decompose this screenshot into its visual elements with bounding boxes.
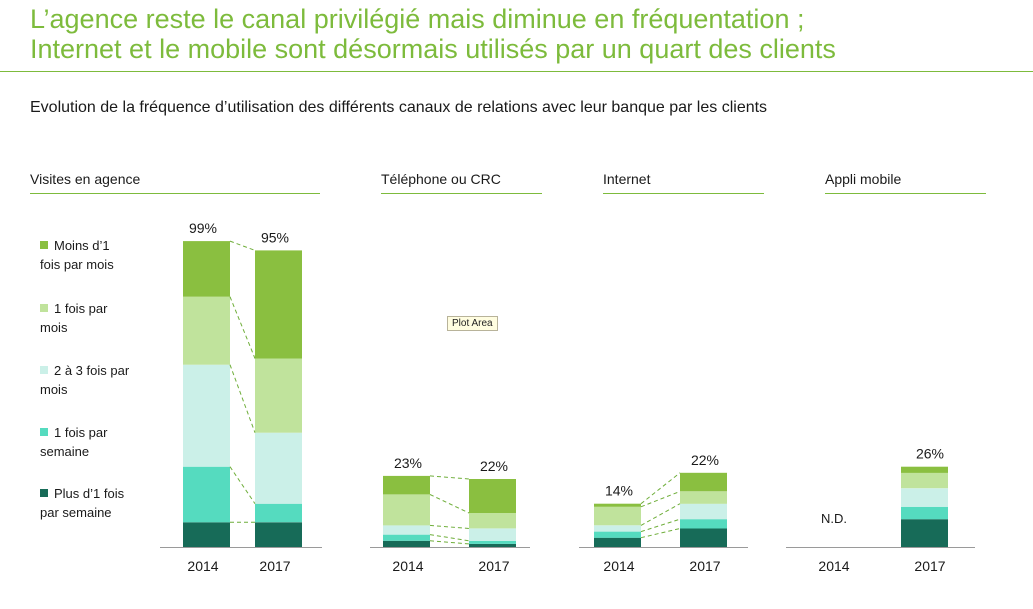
total-label: 26% — [916, 446, 944, 462]
panel-2: 14% 2014 22% 2017 — [579, 452, 748, 574]
bar-segment-moins_1_mois-2014 — [383, 475, 430, 495]
bar-segment-plus_1_semaine-2014 — [594, 537, 641, 547]
legend-swatch-1-mois — [40, 304, 48, 312]
bar-segment-1_mois-2017 — [680, 491, 727, 504]
title-divider — [0, 71, 1033, 72]
connector-line — [429, 540, 470, 545]
bar-segment-moins_1_mois-2017 — [680, 472, 727, 492]
bar-segment-1_mois-2014 — [594, 506, 641, 526]
panel-3: N.D. 2014 26% 2017 — [786, 446, 975, 574]
total-label: 99% — [189, 220, 217, 236]
legend-swatch-1-semaine — [40, 428, 48, 436]
bar-segment-1_semaine-2017 — [255, 503, 302, 523]
connector-line — [640, 472, 681, 505]
bar-segment-1_semaine-2014 — [183, 466, 230, 523]
panel-title-agence: Visites en agence — [30, 171, 141, 187]
bar-segment-1_semaine-2017 — [680, 519, 727, 529]
chart-subtitle: Evolution de la fréquence d’utilisation … — [30, 99, 768, 116]
bar-segment-moins_1_mois-2017 — [469, 479, 516, 513]
bar-segment-plus_1_semaine-2017 — [901, 519, 948, 547]
bar-segment-plus_1_semaine-2014 — [183, 522, 230, 547]
category-label: 2017 — [914, 558, 945, 574]
bar-segment-plus_1_semaine-2017 — [680, 528, 727, 547]
bar-segment-1_mois-2017 — [469, 513, 516, 529]
category-label: 2014 — [187, 558, 218, 574]
bar-segment-1_semaine-2017 — [901, 506, 948, 520]
total-label: 14% — [605, 483, 633, 499]
slide-title: L’agence reste le canal privilégié mais … — [30, 4, 836, 64]
bar-segment-1_mois-2017 — [255, 358, 302, 433]
bar-segment-1_mois-2017 — [901, 472, 948, 489]
legend-item-1-mois: 1 fois par mois — [40, 301, 108, 335]
bar-segment-2_3_mois-2017 — [255, 432, 302, 504]
connector-line — [429, 524, 470, 529]
panel-1: 23% 2014 22% 2017 — [370, 455, 530, 574]
category-label: 2014 — [818, 558, 849, 574]
title-line-2: Internet et le mobile sont désormais uti… — [30, 34, 836, 64]
panel-rule-mobile — [825, 193, 986, 194]
category-label: 2017 — [259, 558, 290, 574]
bar-segment-moins_1_mois-2014 — [183, 241, 230, 297]
bar-segment-2_3_mois-2014 — [594, 525, 641, 532]
connector-line — [429, 534, 470, 542]
legend-item-plus-1-semaine: Plus d’1 fois par semaine — [40, 486, 125, 520]
panel-title-telephone: Téléphone ou CRC — [381, 171, 501, 187]
connector-line — [640, 518, 681, 533]
connector-line — [429, 475, 470, 480]
panel-rule-agence — [30, 193, 320, 194]
bar-segment-2_3_mois-2017 — [469, 528, 516, 541]
total-label: 22% — [480, 458, 508, 474]
bar-segment-plus_1_semaine-2017 — [255, 522, 302, 547]
bar-segment-moins_1_mois-2014 — [594, 503, 641, 507]
bar-segment-1_mois-2014 — [383, 494, 430, 526]
title-line-1: L’agence reste le canal privilégié mais … — [30, 4, 805, 34]
legend-item-moins-1-mois: Moins d’1 fois par mois — [40, 238, 114, 272]
legend-item-1-semaine: 1 fois par semaine — [40, 425, 108, 459]
total-label: 22% — [691, 452, 719, 468]
connector-line — [640, 528, 681, 539]
bar-segment-2_3_mois-2014 — [383, 525, 430, 535]
legend-swatch-moins-1-mois — [40, 241, 48, 249]
plot-area-tooltip: Plot Area — [447, 316, 498, 331]
connector-line — [640, 503, 681, 526]
connector-line — [229, 364, 256, 433]
bar-segment-2_3_mois-2017 — [680, 503, 727, 520]
connector-line — [229, 296, 256, 359]
bar-segment-moins_1_mois-2017 — [901, 466, 948, 473]
bar-segment-plus_1_semaine-2014 — [383, 540, 430, 547]
legend-item-2-3-mois: 2 à 3 fois par mois — [40, 363, 130, 397]
panel-0: 99% 2014 95% 2017 — [160, 220, 322, 574]
bar-segment-2_3_mois-2017 — [901, 488, 948, 507]
not-available-label: N.D. — [821, 511, 847, 526]
panel-rule-internet — [603, 193, 764, 194]
category-label: 2014 — [603, 558, 634, 574]
category-label: 2017 — [478, 558, 509, 574]
legend-swatch-2-3-mois — [40, 366, 48, 374]
bar-segment-moins_1_mois-2017 — [255, 250, 302, 359]
bar-segment-2_3_mois-2014 — [183, 364, 230, 467]
bar-segment-plus_1_semaine-2017 — [469, 543, 516, 547]
total-label: 95% — [261, 229, 289, 245]
bar-segment-1_semaine-2014 — [383, 534, 430, 541]
panel-title-internet: Internet — [603, 171, 651, 187]
connector-line — [229, 466, 256, 504]
connector-line — [229, 240, 256, 251]
panel-rule-telephone — [381, 193, 542, 194]
bar-segment-1_mois-2014 — [183, 296, 230, 365]
total-label: 23% — [394, 455, 422, 471]
bar-segment-1_semaine-2014 — [594, 531, 641, 538]
bar-segment-1_semaine-2017 — [469, 540, 516, 544]
connector-line — [429, 494, 470, 514]
panel-title-mobile: Appli mobile — [825, 171, 902, 187]
category-label: 2014 — [392, 558, 423, 574]
legend-swatch-plus-1-semaine — [40, 489, 48, 497]
category-label: 2017 — [689, 558, 720, 574]
